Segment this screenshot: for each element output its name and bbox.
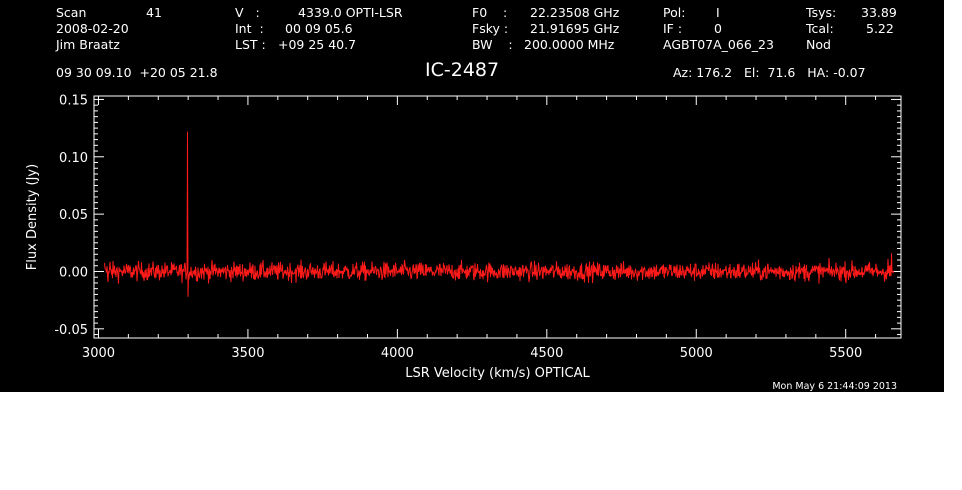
scan-number: 41 — [146, 5, 162, 20]
procedure-name: Nod — [806, 37, 831, 52]
int-value: 00 09 05.6 — [285, 21, 353, 36]
x-tick-label: 5500 — [829, 346, 862, 361]
y-axis-label: Flux Density (Jy) — [25, 164, 40, 270]
scan-label: Scan — [56, 5, 87, 20]
y-axis-ticks: -0.05 0.00 0.05 0.10 0.15 — [54, 93, 901, 338]
x-axis-label: LSR Velocity (km/s) OPTICAL — [405, 366, 590, 381]
tsys-label: Tsys: — [806, 5, 837, 20]
tcal-value: 5.22 — [866, 21, 894, 36]
x-tick-label: 4000 — [381, 346, 414, 361]
f0-label: F0 : — [472, 5, 508, 20]
project-id: AGBT07A_066_23 — [663, 37, 774, 52]
int-label: Int : — [235, 21, 264, 36]
y-tick-label: 0.05 — [59, 208, 88, 223]
timestamp: Mon May 6 21:44:09 2013 — [772, 381, 897, 392]
spectrum-chart: 3000 3500 4000 4500 5000 5500 -0.05 0.00 0.05 0.… — [25, 93, 902, 392]
x-tick-label: 4500 — [530, 346, 563, 361]
x-axis-ticks: 3000 3500 4000 4500 5000 5500 — [82, 96, 877, 361]
tsys-value: 33.89 — [861, 5, 897, 20]
x-tick-label: 3000 — [82, 346, 115, 361]
bw-label: BW : — [472, 37, 513, 52]
fsky-label: Fsky : — [472, 21, 509, 36]
y-tick-label: 0.10 — [59, 151, 88, 166]
velocity-label: V : — [235, 5, 260, 20]
source-coordinates: 09 30 09.10 +20 05 21.8 — [56, 65, 218, 80]
tcal-label: Tcal: — [806, 21, 834, 36]
plot-frame — [93, 95, 902, 339]
lst-value: +09 25 40.7 — [278, 37, 357, 52]
velocity-value: 4339.0 OPTI-LSR — [298, 5, 403, 20]
observer-name: Jim Braatz — [56, 37, 120, 52]
pol-label: Pol: — [663, 5, 686, 20]
spectrum-panel — [0, 0, 944, 392]
pol-value: I — [716, 5, 720, 20]
spectrum-line — [104, 131, 894, 297]
if-value: 0 — [714, 21, 722, 36]
x-tick-label: 5000 — [680, 346, 713, 361]
y-tick-label: -0.05 — [54, 323, 88, 338]
lst-label: LST : — [235, 37, 266, 52]
x-tick-label: 3500 — [231, 346, 264, 361]
bw-value: 200.0000 MHz — [524, 37, 615, 52]
observation-date: 2008-02-20 — [56, 21, 129, 36]
fsky-value: 21.91695 GHz — [530, 21, 620, 36]
y-tick-label: 0.15 — [59, 93, 88, 108]
source-name: IC-2487 — [425, 59, 500, 81]
if-label: IF : — [663, 21, 683, 36]
az-el-ha: Az: 176.2 El: 71.6 HA: -0.07 — [673, 65, 866, 80]
y-tick-label: 0.00 — [59, 265, 88, 280]
f0-value: 22.23508 GHz — [530, 5, 620, 20]
